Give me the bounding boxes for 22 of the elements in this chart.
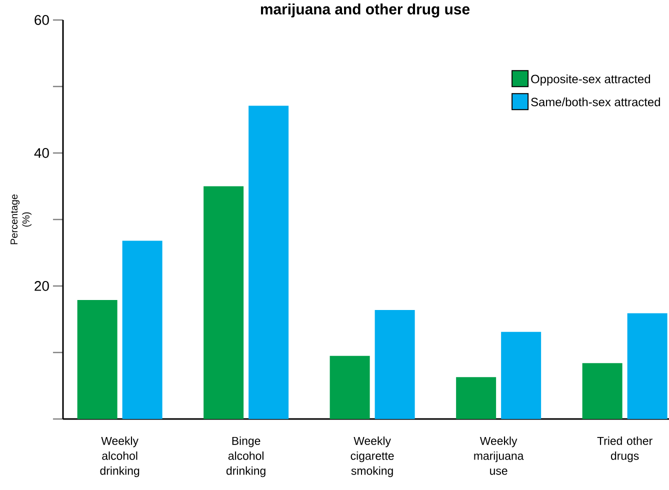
chart-title: marijuana and other drug use [260, 4, 470, 18]
y-axis-title: Percentage (%) [10, 194, 32, 244]
x-tick-label: Weekly cigarette smoking [350, 436, 394, 478]
bar [77, 300, 118, 419]
bar [582, 363, 622, 419]
x-tick-label: Weekly alcohol drinking [100, 436, 140, 478]
bar [330, 356, 370, 419]
bar [627, 313, 668, 419]
x-tick-label: Binge alcohol drinking [226, 436, 266, 478]
bar [374, 310, 415, 419]
legend-label: Opposite-sex attracted [531, 74, 650, 86]
x-tick-label: Tried other drugs [597, 436, 652, 462]
legend-label: Same/both-sex attracted [531, 97, 660, 106]
bar [456, 377, 496, 419]
bar [501, 332, 542, 419]
y-tick-label: 20 [34, 281, 49, 291]
bar [204, 186, 244, 419]
bar [248, 106, 289, 419]
x-tick-label: Weekly marijuana use [474, 436, 524, 475]
bar [122, 240, 162, 419]
y-tick-label: 40 [34, 148, 49, 158]
y-tick-label: 60 [34, 15, 49, 25]
